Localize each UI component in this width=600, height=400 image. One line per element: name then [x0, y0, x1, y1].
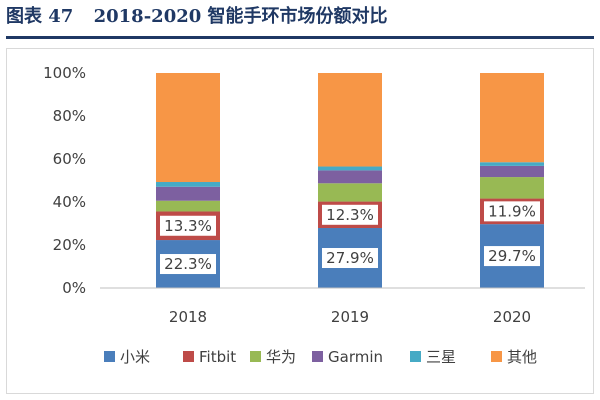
data-label-2020-小米: 29.7% [488, 247, 536, 265]
data-label-2020-Fitbit: 11.9% [488, 202, 536, 220]
legend-swatch-Fitbit [183, 351, 194, 362]
y-tick-label: 80% [53, 107, 86, 125]
bar-segment-2018-Garmin [156, 186, 220, 201]
data-label-bg [322, 248, 378, 269]
bar-segment-2020-三星 [480, 162, 544, 166]
bar-segment-2020-其他 [480, 73, 544, 163]
y-tick-label: 40% [53, 193, 86, 211]
y-tick-label: 60% [53, 150, 86, 168]
data-label-bg [484, 201, 540, 222]
bar-segment-2020-Garmin [480, 165, 544, 178]
legend: 小米 Fitbit 华为 Garmin 三星 其他 [104, 348, 537, 366]
x-tick-label: 2018 [169, 308, 207, 326]
legend-swatch-华为 [250, 351, 261, 362]
legend-label-小米: 小米 [120, 348, 150, 366]
y-axis: 0% 20% 40% 60% 80% 100% [43, 64, 86, 297]
bars: 22.3% 13.3% 27.9% 12.3% 29.7% 11.9% [156, 73, 544, 288]
bar-segment-2020-华为 [480, 177, 544, 199]
bar-segment-2018-三星 [156, 182, 220, 187]
y-tick-label: 0% [62, 279, 86, 297]
data-label-2018-Fitbit: 13.3% [164, 217, 212, 235]
data-label-2019-Fitbit: 12.3% [326, 206, 374, 224]
figure-title: 图表 47 2018-2020 智能手环市场份额对比 [6, 4, 388, 30]
legend-swatch-其他 [491, 351, 502, 362]
data-label-bg [160, 254, 216, 275]
title-underline [6, 36, 594, 39]
legend-label-其他: 其他 [507, 348, 537, 366]
bar-segment-2019-华为 [318, 183, 382, 202]
legend-label-Fitbit: Fitbit [199, 348, 236, 366]
data-label-bg [484, 246, 540, 267]
x-tick-label: 2020 [493, 308, 531, 326]
y-tick-label: 20% [53, 236, 86, 254]
legend-swatch-小米 [104, 351, 115, 362]
figure-label: 图表 47 [6, 6, 74, 27]
legend-swatch-三星 [410, 351, 421, 362]
bar-segment-2019-三星 [318, 166, 382, 171]
legend-swatch-Garmin [312, 351, 323, 362]
bar-segment-2019-其他 [318, 73, 382, 167]
x-axis: 2018 2019 2020 [169, 308, 531, 326]
x-tick-label: 2019 [331, 308, 369, 326]
data-label-bg [160, 215, 216, 236]
figure-title-text: 2018-2020 智能手环市场份额对比 [93, 6, 388, 27]
y-tick-label: 100% [43, 64, 86, 82]
legend-label-三星: 三星 [426, 348, 456, 366]
bar-segment-2018-其他 [156, 73, 220, 183]
chart-frame [6, 48, 594, 394]
legend-label-华为: 华为 [266, 348, 296, 366]
data-label-bg [322, 204, 378, 225]
data-label-2018-小米: 22.3% [164, 255, 212, 273]
bar-segment-2019-Garmin [318, 170, 382, 184]
legend-label-Garmin: Garmin [328, 348, 383, 366]
data-label-2019-小米: 27.9% [326, 249, 374, 267]
bar-segment-2018-华为 [156, 200, 220, 212]
